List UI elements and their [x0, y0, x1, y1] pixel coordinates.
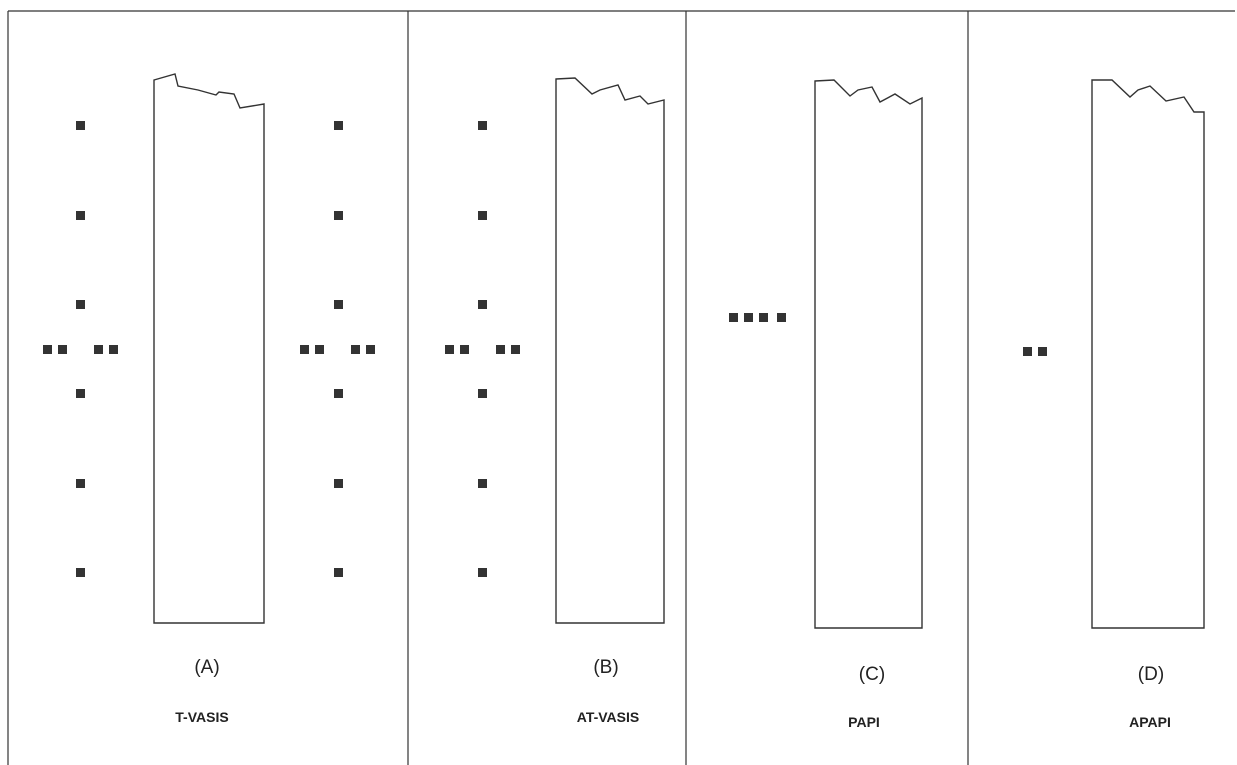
runway-d [1091, 79, 1205, 629]
lamp [351, 345, 360, 354]
lamp [334, 121, 343, 130]
lamp [478, 121, 487, 130]
lamp [445, 345, 454, 354]
panel-b-letter: (B) [593, 657, 618, 678]
lamp [759, 313, 768, 322]
panel-c-letter: (C) [859, 664, 885, 685]
lamp [76, 211, 85, 220]
lamp [109, 345, 118, 354]
panel-c-name: PAPI [848, 714, 880, 730]
runway-b [555, 77, 665, 624]
runways [153, 73, 1205, 629]
lamp [1038, 347, 1047, 356]
lamp [511, 345, 520, 354]
lamp [334, 479, 343, 488]
panel-b-name: AT-VASIS [577, 709, 640, 725]
captions: (A) T-VASIS (B) AT-VASIS (C) PAPI (D) AP… [175, 657, 1171, 730]
lamp [744, 313, 753, 322]
lamp [334, 300, 343, 309]
lamp [300, 345, 309, 354]
panel-frame [7, 10, 1235, 765]
panel-a-name: T-VASIS [175, 709, 228, 725]
lamp [334, 568, 343, 577]
lamp [76, 121, 85, 130]
lamp [366, 345, 375, 354]
panel-a-letter: (A) [194, 657, 219, 678]
lamp [478, 568, 487, 577]
lamp [478, 389, 487, 398]
lamp [76, 479, 85, 488]
lamp [729, 313, 738, 322]
lamp [58, 345, 67, 354]
runway-a [153, 73, 265, 624]
lamp [1023, 347, 1032, 356]
lamp [496, 345, 505, 354]
panel-d-name: APAPI [1129, 714, 1171, 730]
lamp [334, 389, 343, 398]
lamp [76, 300, 85, 309]
lamp [94, 345, 103, 354]
lamps [43, 121, 1047, 577]
lamp [334, 211, 343, 220]
runway-c [814, 79, 923, 629]
lamp [315, 345, 324, 354]
lamp [478, 300, 487, 309]
lamp [478, 211, 487, 220]
lamp [43, 345, 52, 354]
panel-d-letter: (D) [1138, 664, 1164, 685]
lamp [76, 389, 85, 398]
lamp [478, 479, 487, 488]
lamp [460, 345, 469, 354]
lamp [76, 568, 85, 577]
lamp [777, 313, 786, 322]
